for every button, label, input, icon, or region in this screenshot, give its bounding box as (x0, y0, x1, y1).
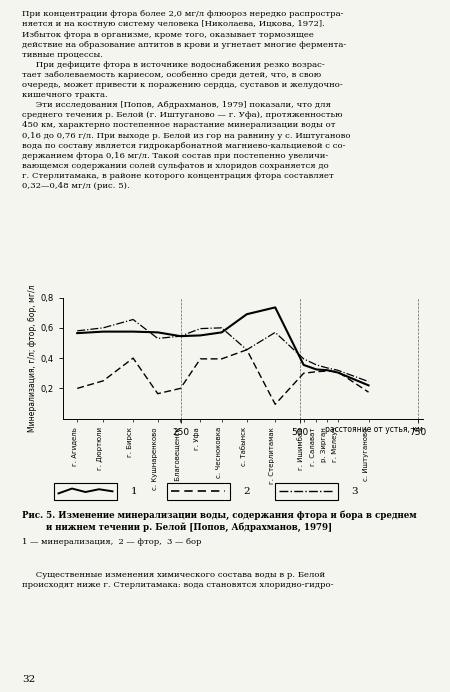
Text: 32: 32 (22, 675, 36, 684)
Text: г. Мелеуз: г. Мелеуз (332, 427, 338, 462)
Text: с. Кушнаренково: с. Кушнаренково (152, 427, 158, 490)
Text: 3: 3 (351, 486, 358, 496)
Text: 1: 1 (130, 486, 137, 496)
Text: Существенные изменения химического состава воды в р. Белой
происходят ниже г. Ст: Существенные изменения химического соста… (22, 571, 334, 589)
Text: г. Салават: г. Салават (310, 427, 316, 466)
Text: Рис. 5. Изменение минерализации воды, содержания фтора и бора в среднем: Рис. 5. Изменение минерализации воды, со… (22, 511, 417, 520)
Text: г. Стерлитамак: г. Стерлитамак (269, 427, 275, 484)
Y-axis label: Минерализация, г/л; фтор, бор, мг/л: Минерализация, г/л; фтор, бор, мг/л (27, 284, 36, 432)
Text: с. Табынск: с. Табынск (241, 427, 247, 466)
Text: г. Дюртюли: г. Дюртюли (97, 427, 103, 470)
Text: г. Ишимбай: г. Ишимбай (297, 427, 304, 470)
Text: г. Благовещенск: г. Благовещенск (175, 427, 180, 489)
Text: г. Агидель: г. Агидель (71, 427, 77, 466)
Text: 2: 2 (243, 486, 250, 496)
Text: с. Чесноковка: с. Чесноковка (216, 427, 222, 478)
Text: и нижнем течении р. Белой [Попов, Абдрахманов, 1979]: и нижнем течении р. Белой [Попов, Абдрах… (22, 522, 333, 532)
Text: расстояние от устья, км: расстояние от устья, км (325, 426, 423, 435)
Text: При концентрации фтора более 2,0 мг/л флюороз нередко распростра-
няется и на ко: При концентрации фтора более 2,0 мг/л фл… (22, 10, 351, 190)
Text: г. Бирск: г. Бирск (127, 427, 133, 457)
Text: г. Уфа: г. Уфа (194, 427, 200, 450)
Text: р. Зирган: р. Зирган (321, 427, 327, 462)
Text: с. Иштуганово: с. Иштуганово (363, 427, 369, 480)
Text: 1 — минерализация,  2 — фтор,  3 — бор: 1 — минерализация, 2 — фтор, 3 — бор (22, 538, 202, 547)
